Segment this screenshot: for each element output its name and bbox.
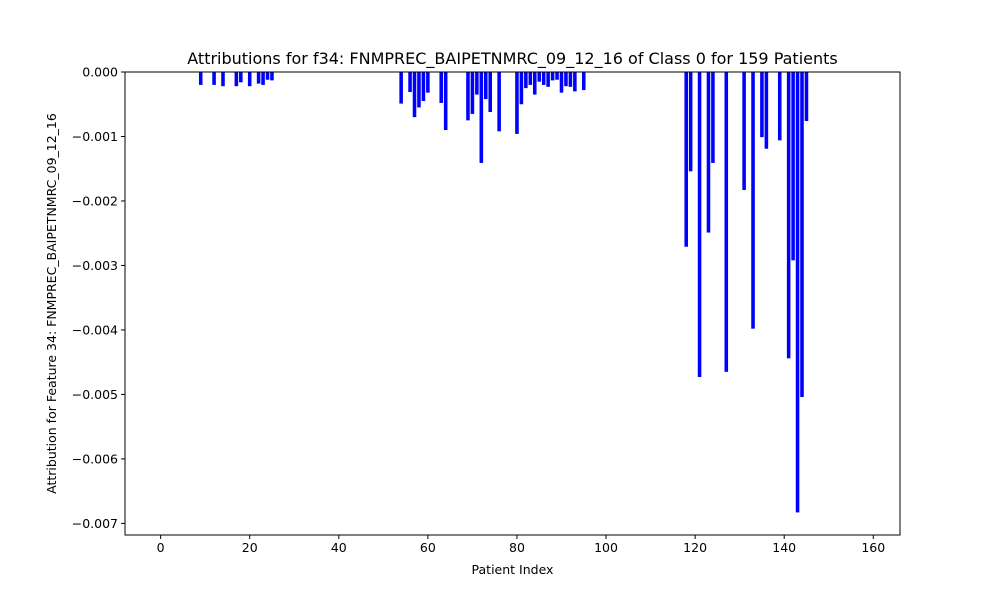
bar [568,72,573,87]
y-tick-label: 0.000 [82,65,118,80]
bar [724,72,729,372]
bar [564,72,568,87]
y-tick-label: −0.003 [72,258,118,273]
bar [684,72,688,247]
bar [573,72,577,92]
bar [804,72,809,122]
bar [519,72,524,105]
bar [515,72,519,134]
y-tick-label: −0.002 [72,193,118,208]
x-tick-label: 40 [331,540,347,555]
bar [408,72,412,92]
x-tick-label: 160 [861,540,885,555]
bar [550,72,555,81]
bar [426,72,430,93]
bar [261,72,265,85]
bar [234,72,239,87]
bar [541,72,546,85]
y-tick-label: −0.001 [72,129,118,144]
bar [537,72,541,82]
x-tick-label: 120 [683,540,707,555]
bars-group [198,72,809,513]
bar [198,72,203,85]
y-tick-label: −0.006 [72,451,118,466]
bar [212,72,216,85]
y-axis-label: Attribution for Feature 34: FNMPREC_BAIP… [44,113,59,494]
bar [555,72,559,80]
x-tick-label: 140 [772,540,796,555]
y-tick-label: −0.005 [72,387,118,402]
bar [791,72,795,261]
bar [524,72,528,89]
x-tick-label: 80 [509,540,525,555]
bar [711,72,715,163]
bar [786,72,791,359]
bar [764,72,769,149]
bar [466,72,470,121]
x-tick-label: 20 [242,540,258,555]
bar [742,72,746,191]
bar [751,72,755,329]
bar [777,72,782,141]
plot-frame [124,71,901,536]
bar [546,72,550,87]
y-tick-label: −0.007 [72,516,118,531]
bar [399,72,403,104]
bar [239,72,243,83]
x-tick-label: 100 [594,540,618,555]
bar [800,72,804,397]
bar [470,72,475,114]
bar [483,72,488,100]
bar [706,72,711,233]
bar [247,72,252,87]
bar [479,72,484,163]
y-tick-label: −0.004 [72,322,118,337]
bar [688,72,693,172]
bar [221,72,225,87]
bar [265,72,270,80]
x-tick-label: 0 [157,540,165,555]
bar [417,72,421,108]
bar [528,72,533,85]
bar [421,72,426,102]
bar [760,72,764,138]
y-axis: 0.000 −0.001 −0.002 −0.003 −0.004 −0.005 −0.00… [72,65,125,531]
bar [488,72,493,112]
bar [697,72,702,378]
bar [581,72,586,91]
bar [439,72,444,103]
bar [443,72,448,131]
bar [497,72,501,132]
x-axis: 0 20 40 60 80 100 120 140 160 [157,535,885,555]
bar [475,72,479,95]
x-axis-label: Patient Index [472,562,554,577]
bar [532,72,537,95]
bar [559,72,564,93]
x-tick-label: 60 [420,540,436,555]
bar [270,72,274,81]
bar [256,72,261,84]
bar [412,72,417,118]
bar [795,72,800,513]
chart-title: Attributions for f34: FNMPREC_BAIPETNMRC… [187,49,838,69]
